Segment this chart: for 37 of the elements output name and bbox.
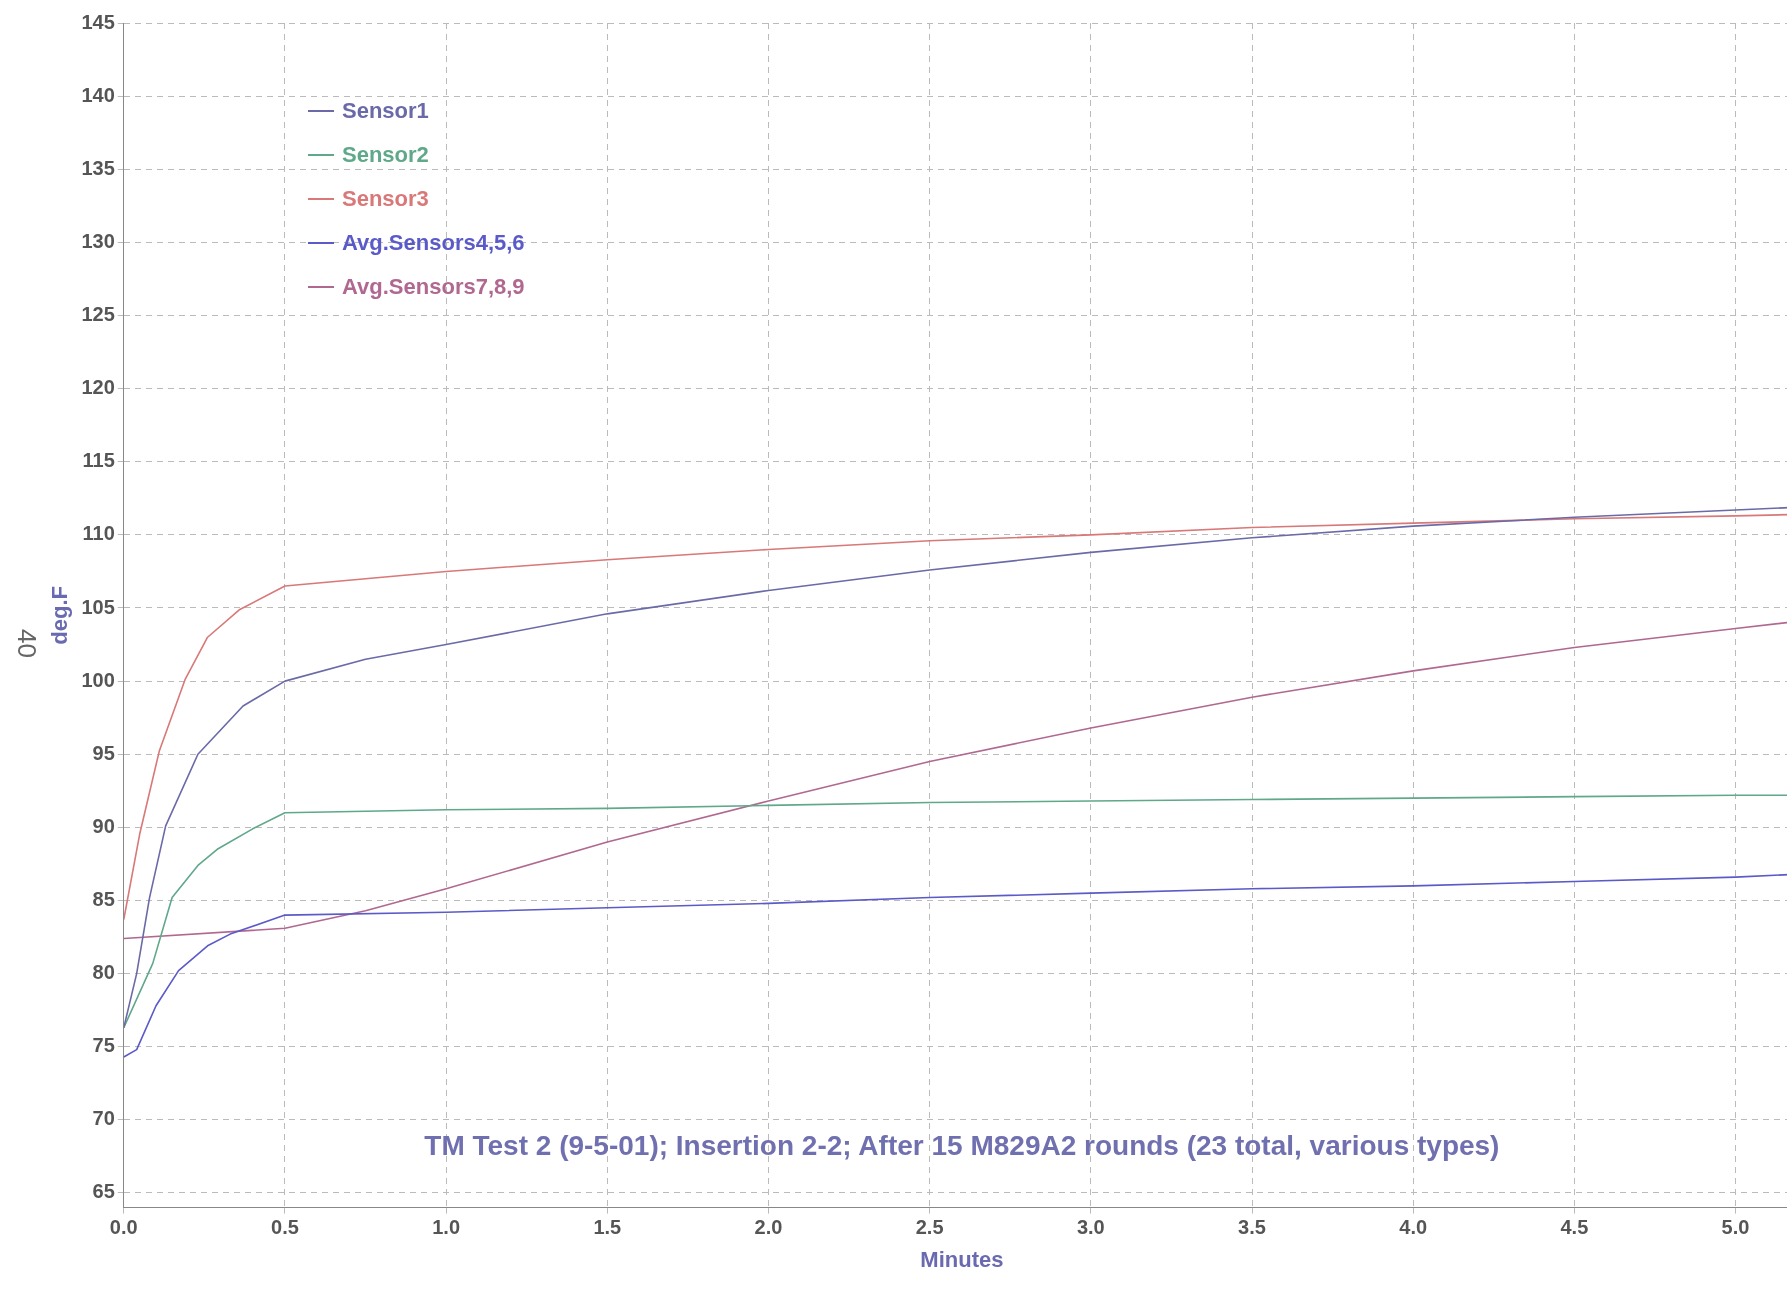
y-tick-label: 95 [92, 741, 115, 764]
x-axis-title: Minutes [920, 1246, 1004, 1272]
legend-label: Avg.Sensors7,8,9 [342, 274, 525, 300]
x-tick-label: 4.0 [1399, 1216, 1428, 1239]
y-tick-label: 110 [82, 522, 115, 545]
y-axis-title: deg.F [47, 585, 73, 645]
annotation: TM Test 2 (9-5-01); Insertion 2-2; After 15 M829A2 rounds (23 total, various types) [424, 1130, 1500, 1162]
legend-label: Sensor2 [342, 142, 429, 168]
x-tick-label: 1.0 [432, 1216, 461, 1239]
y-tick-label: 140 [81, 83, 115, 106]
y-tick-label: 75 [92, 1034, 115, 1057]
y-tick-label: 90 [92, 814, 115, 837]
text: 40 [10, 629, 42, 658]
y-tick-label: 70 [92, 1107, 115, 1130]
x-tick-label: 0.5 [271, 1216, 299, 1239]
y-tick-label: 130 [81, 229, 115, 252]
legend-label: Avg.Sensors4,5,6 [342, 230, 525, 256]
y-tick-label: 80 [92, 961, 115, 984]
x-tick-label: 2.0 [754, 1216, 783, 1239]
y-tick-label: 145 [81, 10, 115, 33]
y-tick-label: 105 [81, 595, 115, 618]
y-tick-label: 115 [82, 449, 115, 472]
y-tick-label: 100 [81, 668, 115, 691]
y-tick-label: 85 [92, 888, 115, 910]
y-tick-label: 65 [92, 1180, 115, 1203]
x-tick-label: 1.5 [593, 1216, 622, 1239]
x-tick-label: 0.0 [109, 1216, 138, 1239]
x-tick-label: 5.0 [1721, 1216, 1750, 1239]
x-tick-label: 3.0 [1076, 1216, 1105, 1239]
x-tick-label: 2.5 [915, 1216, 944, 1239]
x-tick-label: 4.5 [1560, 1216, 1589, 1239]
x-tick-label: 3.5 [1238, 1216, 1266, 1239]
legend-label: Sensor3 [342, 186, 429, 212]
y-tick-label: 120 [81, 376, 115, 399]
legend-label: Sensor1 [342, 98, 429, 124]
y-tick-label: 125 [81, 303, 115, 326]
y-tick-label: 135 [81, 156, 115, 179]
